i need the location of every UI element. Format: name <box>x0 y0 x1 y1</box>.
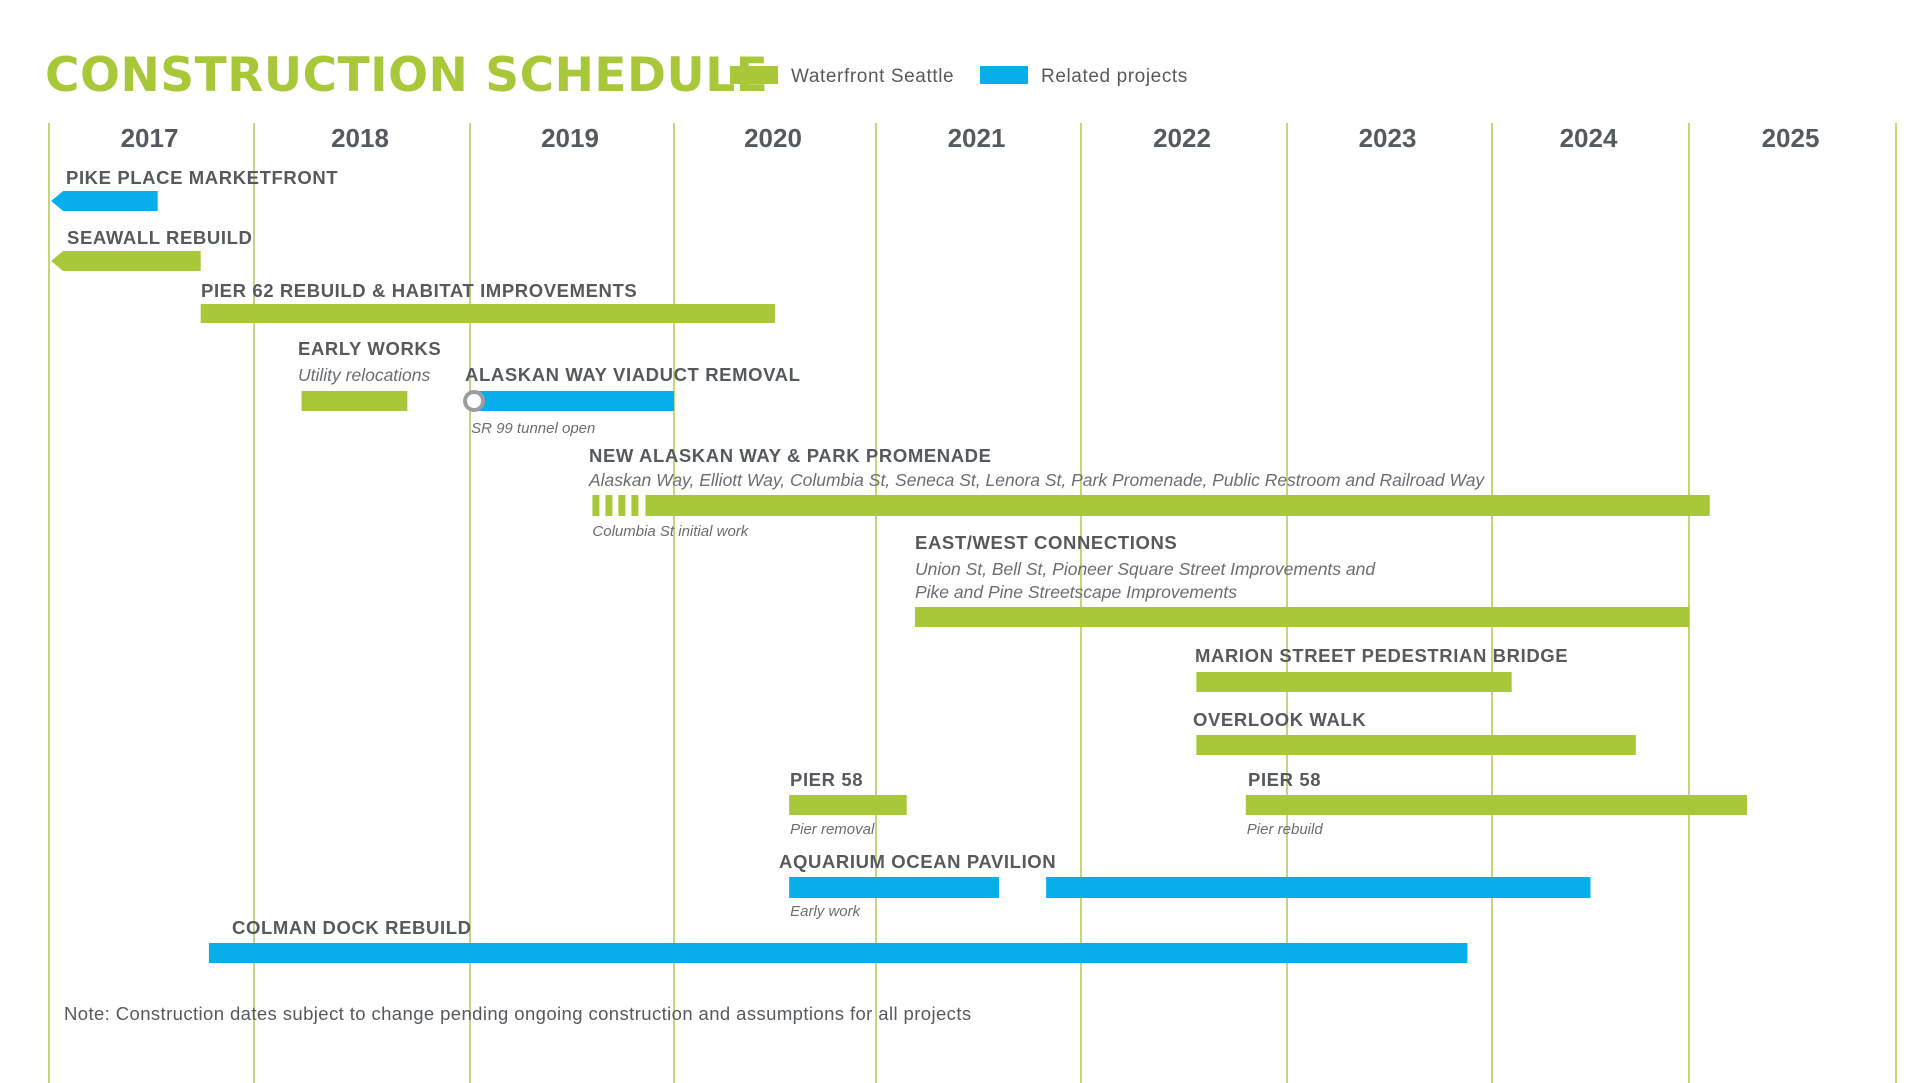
year-label-2020: 2020 <box>744 123 802 153</box>
task-note: Pier removal <box>790 821 875 838</box>
task-note: Early work <box>790 903 862 920</box>
year-label-2019: 2019 <box>541 123 599 153</box>
task-5: NEW ALASKAN WAY & PARK PROMENADE Alaskan … <box>588 445 1710 540</box>
task-bars: PIKE PLACE MARKETFRONT SEAWALL REBUILD PIE… <box>51 167 1747 963</box>
task-subtitle-line: Pike and Pine Streetscape Improvements <box>915 582 1237 602</box>
task-10: PIER 58 Pier rebuild <box>1245 769 1747 838</box>
task-label: ALASKAN WAY VIADUCT REMOVAL <box>465 364 801 385</box>
task-11: AQUARIUM OCEAN PAVILION Early work <box>779 851 1056 920</box>
milestone-marker <box>463 390 486 412</box>
year-axis: 2017 2018 2019 2020 2021 2022 2023 2024 2025 <box>121 123 1820 153</box>
task-bar <box>914 607 1689 627</box>
task-bar <box>51 191 158 211</box>
task-label: PIER 58 <box>1248 769 1321 790</box>
task-bar-dash <box>631 495 639 516</box>
task-bar <box>1046 877 1591 898</box>
task-label: COLMAN DOCK REBUILD <box>232 917 472 938</box>
task-8: OVERLOOK WALK <box>1193 709 1636 755</box>
task-bar <box>1196 672 1512 692</box>
legend-swatch-related-projects <box>980 66 1028 84</box>
footnote: Note: Construction dates subject to chan… <box>64 1003 972 1024</box>
task-bar <box>208 943 1468 963</box>
task-bar <box>51 251 201 271</box>
task-label: AQUARIUM OCEAN PAVILION <box>779 851 1056 872</box>
year-label-2021: 2021 <box>948 123 1006 153</box>
legend-label-related-projects: Related projects <box>1041 66 1188 87</box>
task-bar-dash <box>618 495 626 516</box>
task-13: COLMAN DOCK REBUILD <box>208 917 1468 963</box>
task-bar <box>200 304 775 323</box>
task-bar-dash <box>592 495 600 516</box>
task-label: SEAWALL REBUILD <box>67 227 252 248</box>
task-label: NEW ALASKAN WAY & PARK PROMENADE <box>589 445 992 466</box>
task-subtitle: Utility relocations <box>298 365 431 385</box>
legend-swatch-waterfront-seattle <box>730 66 778 84</box>
task-bar <box>789 877 999 898</box>
year-label-2018: 2018 <box>331 123 389 153</box>
task-3: EARLY WORKS Utility relocations <box>298 338 441 411</box>
task-6: EAST/WEST CONNECTIONS Union St, Bell St, … <box>914 532 1689 627</box>
task-label: OVERLOOK WALK <box>1193 709 1366 730</box>
task-label: PIER 62 REBUILD & HABITAT IMPROVEMENTS <box>201 280 637 301</box>
year-grid <box>48 123 1897 1083</box>
year-label-2023: 2023 <box>1359 123 1417 153</box>
task-1: SEAWALL REBUILD <box>51 227 252 271</box>
task-12 <box>1046 877 1591 898</box>
task-label: MARION STREET PEDESTRIAN BRIDGE <box>1195 645 1568 666</box>
task-2: PIER 62 REBUILD & HABITAT IMPROVEMENTS <box>200 280 775 323</box>
task-label: PIKE PLACE MARKETFRONT <box>66 167 338 188</box>
year-label-2017: 2017 <box>121 123 179 153</box>
task-bar <box>1245 795 1747 815</box>
task-bar <box>301 391 408 411</box>
task-bar <box>645 495 1710 516</box>
task-bar <box>1196 735 1636 755</box>
task-bar-dash <box>605 495 613 516</box>
task-label: PIER 58 <box>790 769 863 790</box>
task-note: Columbia St initial work <box>592 523 749 540</box>
task-label: EAST/WEST CONNECTIONS <box>915 532 1177 553</box>
task-subtitle: Alaskan Way, Elliott Way, Columbia St, S… <box>588 470 1485 490</box>
task-label: EARLY WORKS <box>298 338 441 359</box>
year-label-2022: 2022 <box>1153 123 1211 153</box>
task-note: Pier rebuild <box>1247 821 1324 838</box>
task-subtitle-line: Union St, Bell St, Pioneer Square Street… <box>915 559 1376 579</box>
year-label-2024: 2024 <box>1560 123 1618 153</box>
task-4: ALASKAN WAY VIADUCT REMOVAL SR 99 tunnel … <box>463 364 801 437</box>
task-7: MARION STREET PEDESTRIAN BRIDGE <box>1195 645 1568 692</box>
year-label-2025: 2025 <box>1762 123 1820 153</box>
legend: Waterfront Seattle Related projects <box>730 66 1188 87</box>
task-0: PIKE PLACE MARKETFRONT <box>51 167 338 211</box>
task-note: SR 99 tunnel open <box>471 420 595 437</box>
task-9: PIER 58 Pier removal <box>789 769 907 838</box>
legend-label-waterfront-seattle: Waterfront Seattle <box>791 66 954 87</box>
chart-title: CONSTRUCTION SCHEDULE <box>45 48 768 103</box>
task-bar <box>789 795 907 815</box>
task-bar <box>470 391 674 411</box>
